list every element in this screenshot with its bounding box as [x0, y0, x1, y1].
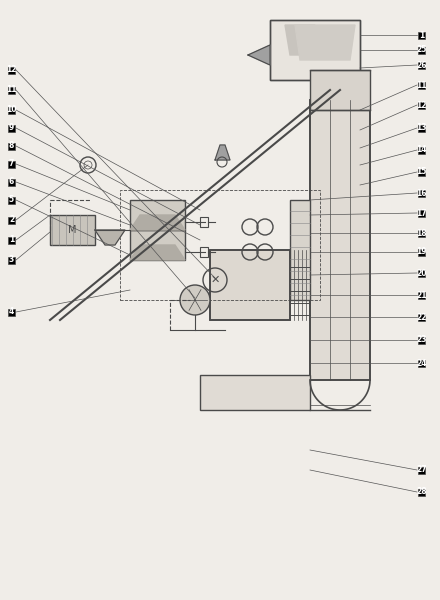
Bar [418, 467, 425, 473]
Bar [8, 67, 15, 73]
Text: 12: 12 [6, 65, 17, 74]
Bar [8, 179, 15, 185]
Bar [418, 61, 425, 68]
Text: 22: 22 [416, 313, 427, 322]
Text: 23: 23 [416, 335, 427, 344]
Text: 19: 19 [416, 247, 427, 257]
Bar [130, 230, 185, 260]
Bar [8, 160, 15, 167]
Bar [418, 229, 425, 236]
Text: 13: 13 [416, 124, 427, 133]
Circle shape [180, 285, 210, 315]
Bar [8, 124, 15, 131]
Text: 16: 16 [416, 188, 427, 197]
Bar [418, 46, 425, 53]
Text: 18: 18 [416, 229, 427, 238]
Polygon shape [130, 245, 185, 260]
Bar [418, 269, 425, 277]
Bar [418, 292, 425, 298]
Bar [8, 217, 15, 223]
Text: 1: 1 [9, 235, 14, 245]
Bar [418, 313, 425, 320]
Bar [418, 488, 425, 496]
Bar [418, 248, 425, 256]
Text: 26: 26 [416, 61, 427, 70]
Bar [418, 82, 425, 88]
Bar [8, 142, 15, 149]
Text: 1: 1 [419, 31, 424, 40]
Text: 15: 15 [416, 167, 427, 176]
Text: 5: 5 [9, 196, 14, 205]
Bar [418, 101, 425, 109]
Text: 21: 21 [416, 290, 427, 299]
Bar [310, 100, 370, 380]
Bar [8, 196, 15, 203]
Text: 11: 11 [416, 80, 427, 89]
Text: 9: 9 [9, 124, 14, 133]
Bar [310, 70, 370, 110]
Text: 20: 20 [416, 269, 427, 277]
Bar [418, 31, 425, 38]
Bar [130, 200, 185, 230]
Bar [270, 20, 360, 80]
Text: 17: 17 [416, 208, 427, 217]
Polygon shape [285, 25, 315, 55]
Text: 8: 8 [9, 142, 14, 151]
Bar [8, 236, 15, 244]
Polygon shape [215, 145, 230, 160]
Text: ✕: ✕ [210, 275, 220, 285]
Text: 6: 6 [9, 178, 14, 187]
Bar [270, 20, 360, 80]
Text: 12: 12 [416, 100, 427, 109]
Bar [8, 86, 15, 94]
Bar [200, 375, 310, 410]
Bar [418, 146, 425, 154]
Bar [210, 250, 290, 320]
Bar [418, 124, 425, 131]
Bar [210, 250, 290, 320]
Text: 27: 27 [416, 466, 427, 475]
Bar [290, 200, 310, 300]
Bar [8, 257, 15, 263]
Polygon shape [248, 45, 270, 65]
Bar [418, 209, 425, 217]
Bar [200, 247, 208, 257]
Text: 11: 11 [6, 85, 17, 94]
Polygon shape [130, 215, 185, 230]
Text: 25: 25 [416, 46, 427, 55]
Bar [418, 190, 425, 196]
Text: 14: 14 [416, 145, 427, 154]
Text: 28: 28 [416, 487, 427, 497]
Polygon shape [295, 25, 355, 60]
Bar [8, 107, 15, 113]
Text: 10: 10 [6, 106, 17, 115]
Bar [310, 100, 370, 380]
Bar [418, 359, 425, 367]
Text: 4: 4 [9, 307, 14, 317]
Bar [8, 308, 15, 316]
Bar [120, 190, 320, 300]
Polygon shape [95, 230, 125, 245]
Text: M: M [68, 225, 76, 235]
Bar [418, 169, 425, 175]
Bar [50, 215, 95, 245]
Text: 7: 7 [9, 160, 14, 169]
Bar [200, 217, 208, 227]
Text: 24: 24 [416, 358, 427, 367]
Bar [418, 337, 425, 343]
Text: 3: 3 [9, 256, 14, 265]
Text: 2: 2 [9, 215, 14, 224]
